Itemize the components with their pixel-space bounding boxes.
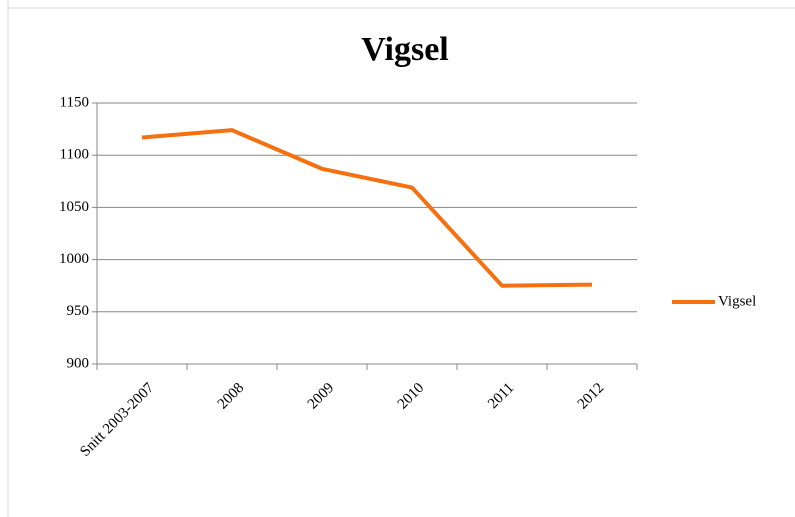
y-tick-label: 950 [67, 303, 90, 319]
y-tick-label: 1000 [59, 251, 89, 267]
y-tick-label: 1150 [60, 94, 89, 110]
y-tick-label: 1050 [59, 199, 89, 215]
data-line [141, 128, 593, 288]
legend-label: Vigsel [718, 293, 756, 309]
chart-title: Vigsel [361, 31, 449, 68]
y-tick-label: 900 [67, 355, 90, 371]
y-tick-label: 1100 [60, 147, 89, 163]
